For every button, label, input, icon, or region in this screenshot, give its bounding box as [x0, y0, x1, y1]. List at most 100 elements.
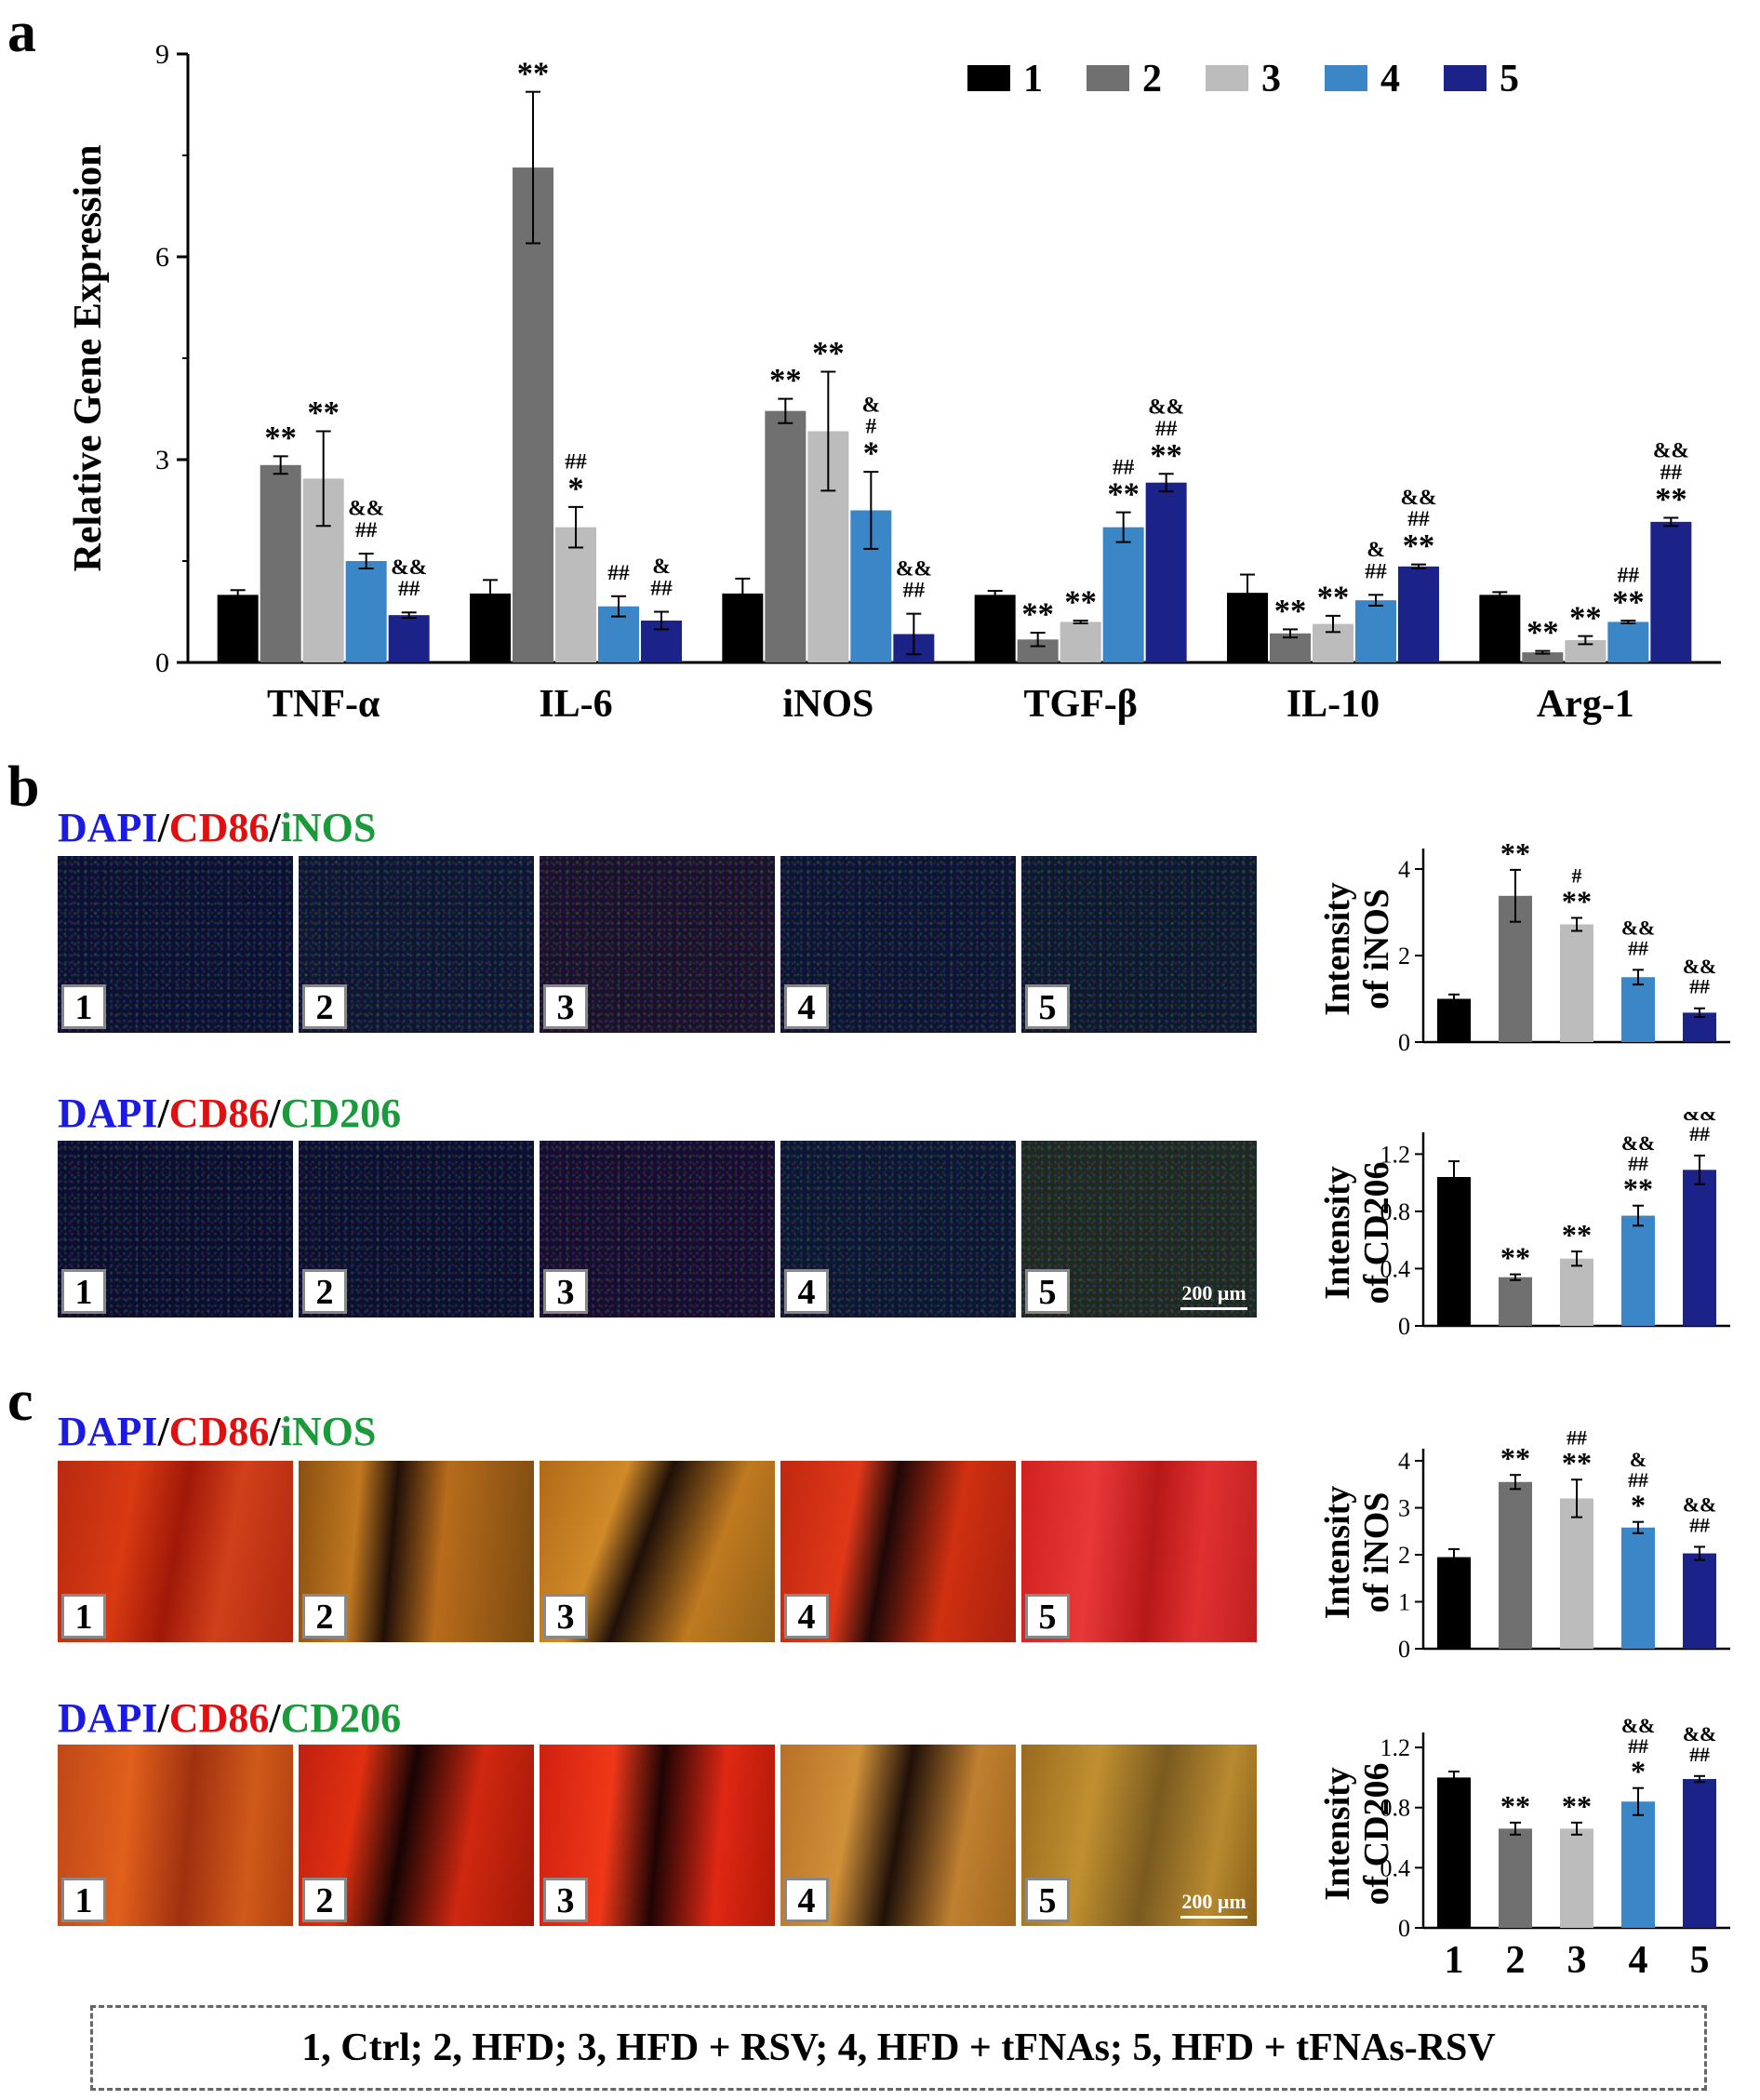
image-number-label: 2: [302, 1269, 347, 1314]
significance-mark: **: [1500, 836, 1530, 870]
y-tick-label: 0: [1398, 1313, 1410, 1335]
significance-mark: &: [652, 555, 671, 579]
significance-mark: ##: [398, 577, 420, 601]
significance-mark: ##: [1689, 976, 1710, 998]
bar: [388, 615, 430, 662]
bar: [1145, 482, 1187, 662]
bar: [765, 410, 807, 662]
legend-label: 5: [1500, 58, 1519, 100]
stain-cd86: CD86: [168, 1090, 270, 1136]
significance-mark: &&: [1653, 439, 1689, 463]
liver-cd206-image-3: 3: [540, 1141, 775, 1318]
stain-marker: iNOS: [280, 805, 377, 850]
significance-mark: **: [1562, 1789, 1592, 1823]
significance-mark: &&: [1621, 1132, 1655, 1155]
significance-mark: **: [517, 56, 550, 91]
muscle-inos-image-3: 3: [540, 1461, 775, 1642]
image-number-label: 5: [1025, 1594, 1070, 1639]
muscle-inos-image-1: 1: [58, 1461, 293, 1642]
significance-mark: &&: [348, 497, 384, 521]
muscle-inos-image-5: 5: [1021, 1461, 1257, 1642]
y-tick-label: 0: [1398, 1029, 1410, 1051]
muscle-cd206-image-3: 3: [540, 1745, 775, 1926]
image-number-label: 4: [784, 984, 829, 1029]
bar: [217, 595, 259, 662]
significance-mark: ##: [1689, 1123, 1710, 1145]
stain-dapi: DAPI: [58, 1695, 158, 1741]
bar: [1683, 1779, 1716, 1928]
group-legend-box: 1, Ctrl; 2, HFD; 3, HFD + RSV; 4, HFD + …: [90, 2005, 1707, 2091]
image-number-label: 4: [784, 1594, 829, 1639]
significance-mark: ##: [1660, 461, 1683, 485]
stain-sep: /: [269, 1090, 281, 1136]
y-axis-title: Intensity: [1318, 1767, 1357, 1901]
bar: [1565, 640, 1607, 662]
y-tick-label: 0.8: [1380, 1198, 1411, 1225]
significance-mark: #: [1572, 865, 1582, 888]
y-tick-label: 1: [1398, 1589, 1410, 1616]
significance-mark: ##: [565, 449, 587, 474]
bar: [1560, 1498, 1593, 1649]
bar: [1437, 1557, 1471, 1649]
significance-mark: ##: [1689, 1744, 1710, 1766]
significance-mark: ##: [1618, 564, 1640, 588]
significance-mark: &: [1630, 1449, 1647, 1471]
bar: [1398, 566, 1439, 662]
legend-label: 2: [1142, 58, 1162, 100]
muscle-inos-image-2: 2: [299, 1461, 534, 1642]
significance-mark: &&: [1148, 395, 1184, 419]
significance-mark: ##: [650, 577, 673, 601]
significance-mark: ##: [1628, 1469, 1648, 1491]
image-number-label: 2: [302, 1878, 347, 1922]
muscle-cd206-image-2: 2: [299, 1745, 534, 1926]
liver-inos-image-3: 3: [540, 856, 775, 1033]
y-tick-label: 9: [155, 39, 169, 70]
panel-label-c: c: [7, 1370, 33, 1433]
y-tick-label: 2: [1398, 943, 1410, 970]
stain-sep: /: [269, 1695, 281, 1741]
significance-mark: **: [1562, 884, 1592, 917]
image-number-label: 4: [784, 1878, 829, 1922]
stain-dapi: DAPI: [58, 1090, 158, 1136]
liver-cd206-image-1: 1: [58, 1141, 293, 1318]
image-number-label: 3: [543, 1878, 588, 1922]
bar: [1560, 1258, 1593, 1326]
stain-dapi: DAPI: [58, 1409, 158, 1454]
significance-mark: ##: [1407, 507, 1430, 531]
stain-sep: /: [269, 1409, 281, 1454]
liver-inos-image-5: 5: [1021, 856, 1257, 1033]
significance-mark: **: [1274, 594, 1307, 629]
image-number-label: 5: [1025, 984, 1070, 1029]
bar: [1621, 1215, 1655, 1326]
significance-mark: ##: [355, 518, 378, 542]
bar: [1437, 1777, 1471, 1928]
category-label: IL-6: [539, 683, 612, 726]
image-number-label: 3: [543, 1269, 588, 1314]
legend-label: 1: [1023, 58, 1043, 100]
stain-marker: iNOS: [280, 1409, 377, 1454]
significance-mark: &&: [1683, 1723, 1716, 1746]
significance-mark: ##: [1628, 1735, 1648, 1758]
bar: [1479, 595, 1521, 662]
stain-title-c-top: DAPI/CD86/iNOS: [58, 1411, 376, 1452]
bar: [1607, 622, 1649, 662]
image-number-label: 5: [1025, 1878, 1070, 1922]
y-tick-label: 2: [1398, 1542, 1410, 1569]
significance-mark: **: [769, 363, 802, 398]
bar: [513, 167, 553, 662]
micrograph-row-liver-inos: 1 2 3 4 5: [58, 856, 1267, 1033]
legend-swatch: [1444, 65, 1487, 91]
y-axis-title: Intensity: [1318, 1486, 1357, 1620]
bar: [1621, 1801, 1655, 1928]
category-label: 1: [1445, 1939, 1464, 1982]
liver-cd206-image-4: 4: [780, 1141, 1016, 1318]
y-tick-label: 0.4: [1380, 1854, 1411, 1881]
significance-mark: &&: [1683, 956, 1716, 978]
bar: [1355, 600, 1396, 662]
significance-mark: ##: [1567, 1428, 1587, 1449]
bar: [260, 464, 301, 662]
stain-cd86: CD86: [168, 1695, 270, 1741]
significance-mark: **: [1021, 597, 1054, 633]
category-label: 5: [1690, 1939, 1710, 1982]
image-number-label: 1: [61, 1594, 106, 1639]
